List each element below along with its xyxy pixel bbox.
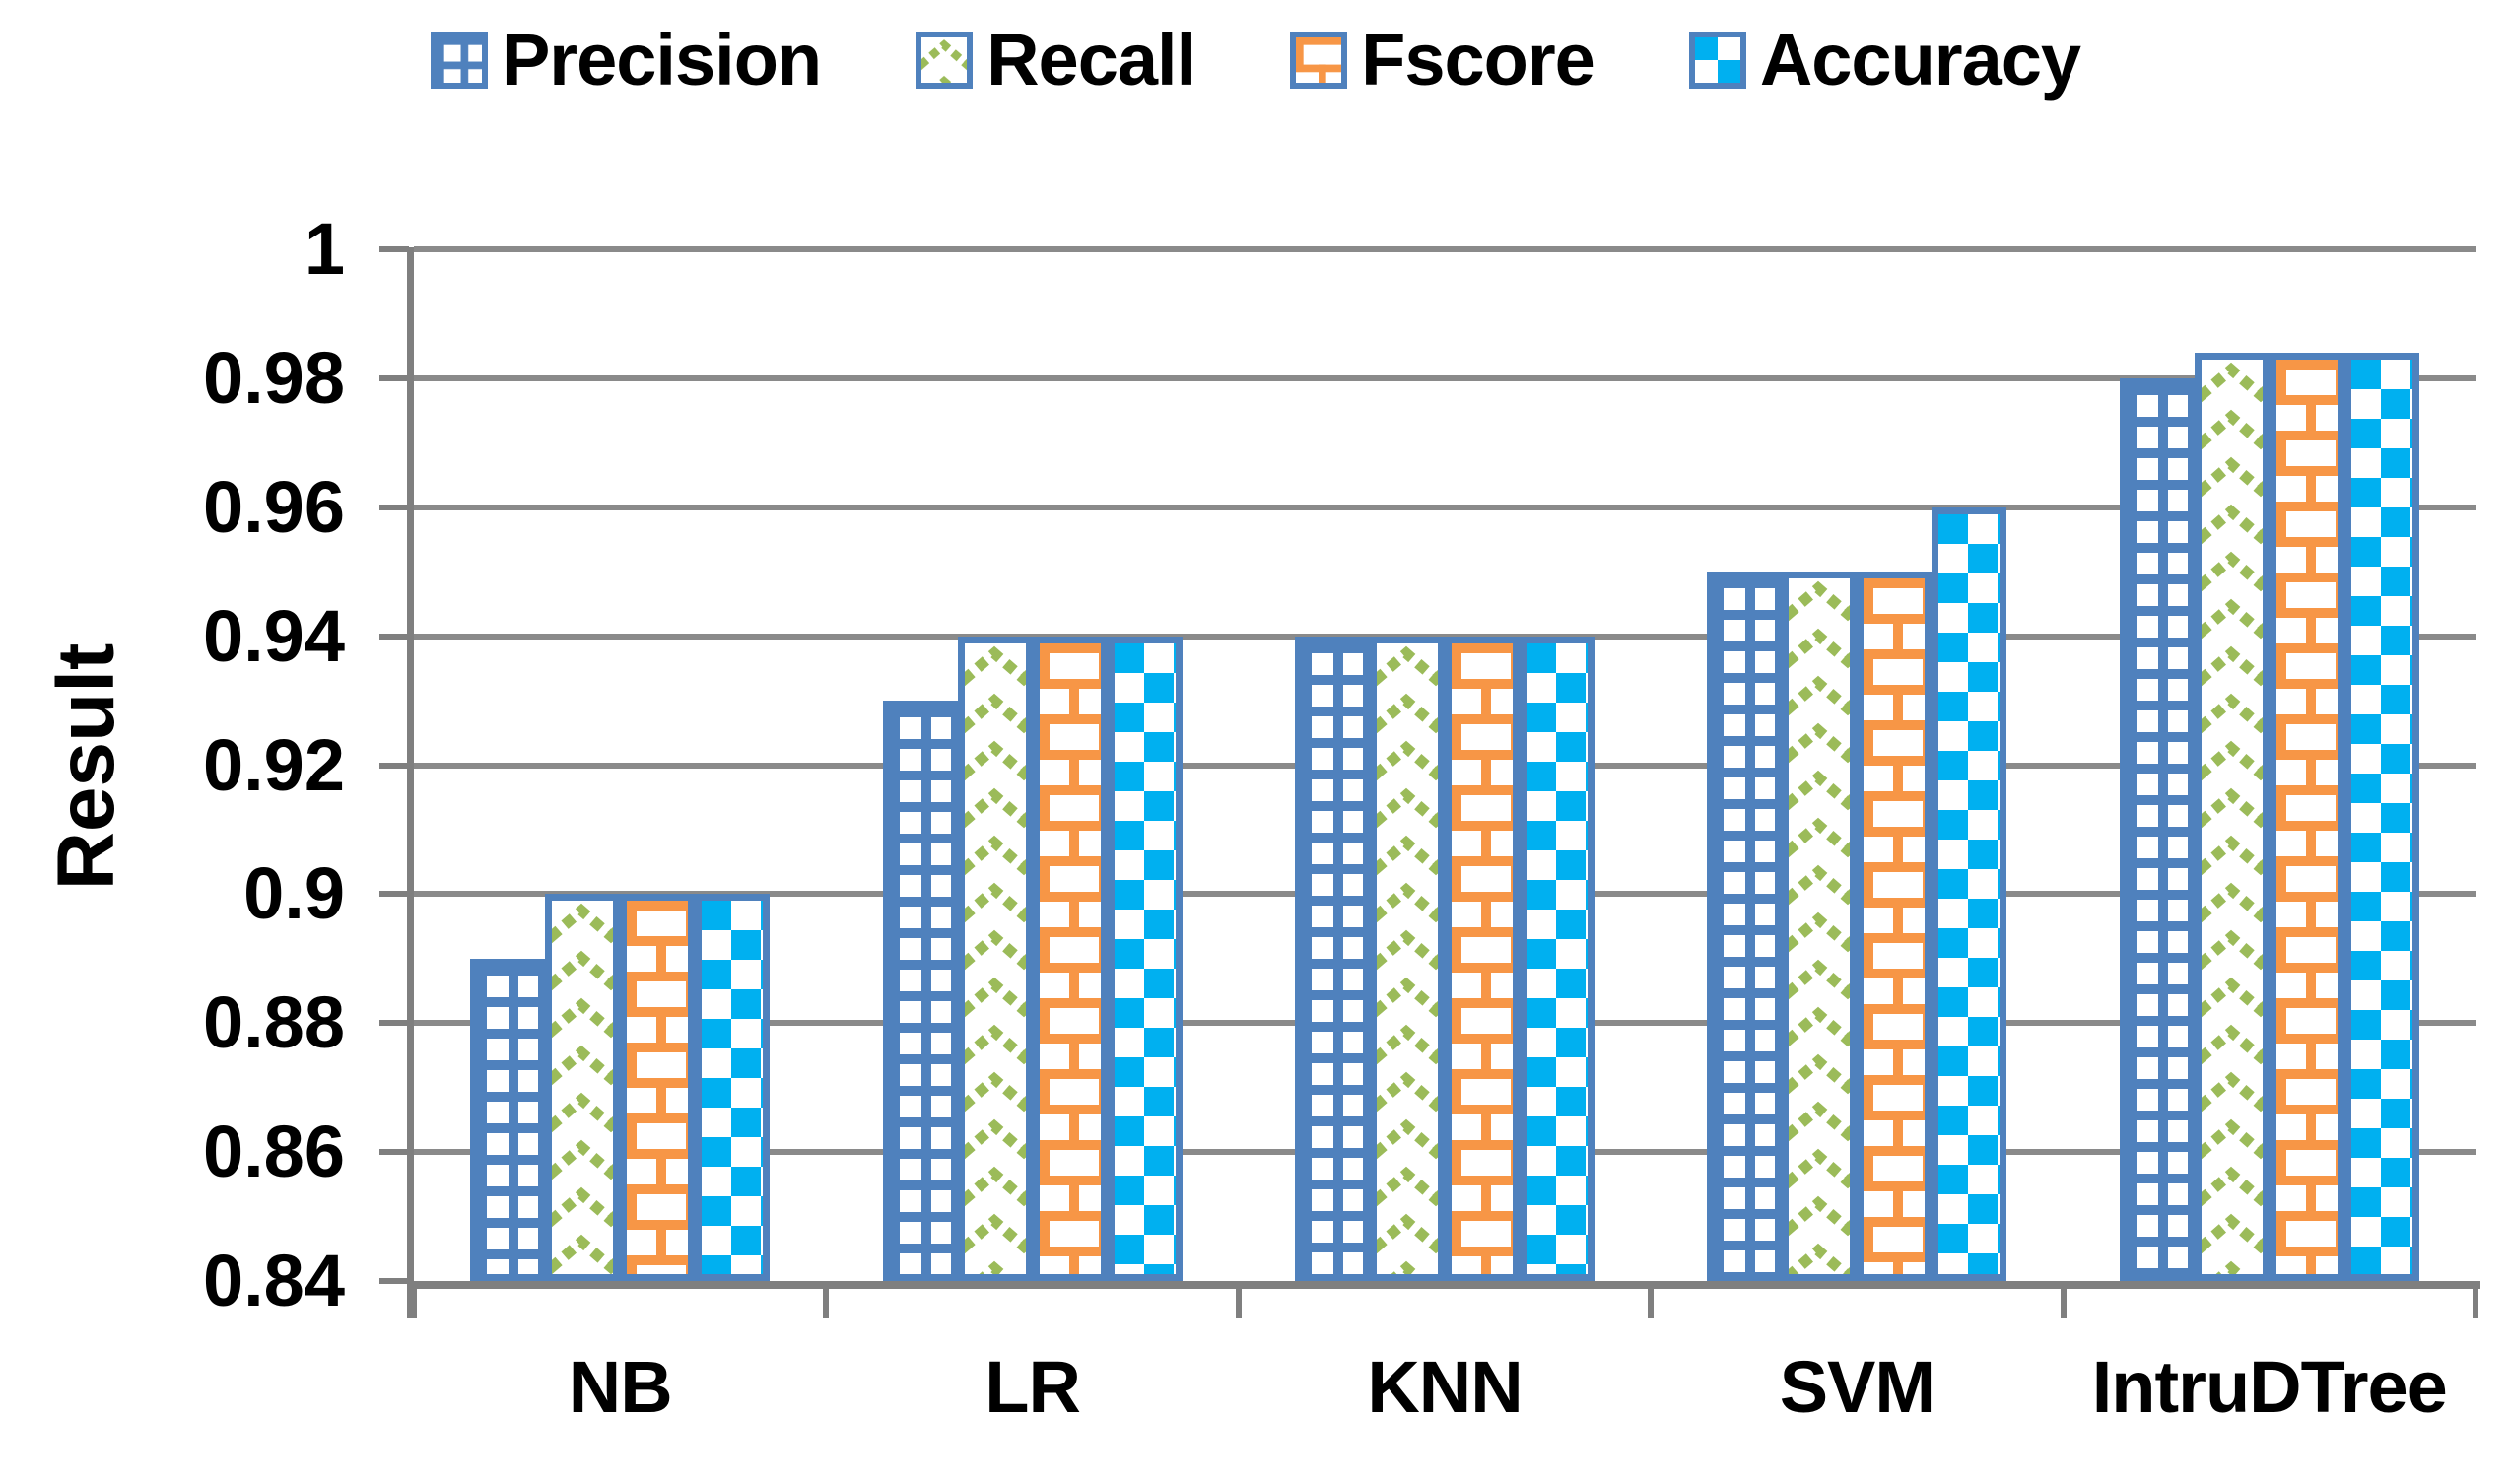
legend-item-accuracy: Accuracy — [1688, 19, 2081, 101]
y-tick-label: 0.9 — [243, 852, 345, 935]
bar-fill — [2350, 360, 2412, 1274]
y-tick — [379, 891, 409, 898]
bar-fill — [921, 37, 968, 83]
bar-lr-accuracy — [1107, 637, 1183, 1281]
bar-fill — [2201, 360, 2263, 1274]
bar-fill — [1452, 643, 1513, 1274]
bar-fill — [1864, 578, 1926, 1274]
bar-intrudtree-fscore — [2269, 353, 2344, 1281]
grid-pattern-swatch — [430, 32, 488, 89]
x-axis-label: LR — [984, 1346, 1081, 1428]
y-tick — [379, 504, 409, 510]
y-tick-label: 0.94 — [202, 594, 345, 677]
bar-fill — [1789, 578, 1851, 1274]
gridline — [414, 374, 2476, 381]
bar-knn-recall — [1370, 637, 1445, 1281]
bar-fill — [436, 37, 482, 83]
x-axis-label: KNN — [1367, 1346, 1523, 1428]
bar-fill — [964, 643, 1026, 1274]
x-tick — [2060, 1281, 2067, 1318]
legend-item-recall: Recall — [916, 19, 1196, 101]
bar-fill — [1296, 37, 1342, 83]
bar-lr-recall — [957, 637, 1033, 1281]
x-axis-label: NB — [568, 1346, 673, 1428]
bar-knn-precision — [1295, 637, 1370, 1281]
legend-item-fscore: Fscore — [1290, 24, 1595, 97]
bar-fill — [2126, 385, 2188, 1274]
x-axis-label: SVM — [1779, 1346, 1935, 1428]
bar-intrudtree-accuracy — [2343, 353, 2419, 1281]
bar-svm-recall — [1782, 572, 1858, 1281]
legend-label: Fscore — [1361, 19, 1595, 101]
bar-knn-fscore — [1445, 637, 1520, 1281]
y-tick-label: 0.84 — [202, 1240, 345, 1321]
bar-lr-fscore — [1032, 637, 1108, 1281]
bar-fill — [1714, 578, 1776, 1274]
y-tick — [379, 1020, 409, 1027]
bar-fill — [1114, 643, 1176, 1274]
y-tick-label: 0.86 — [202, 1111, 345, 1193]
y-tick-label: 0.96 — [202, 465, 345, 548]
bar-knn-accuracy — [1520, 637, 1595, 1281]
x-axis-label: IntruDTree — [2091, 1346, 2448, 1428]
checker-pattern-swatch — [1688, 32, 1746, 89]
bar-fill — [1527, 643, 1588, 1274]
y-tick — [379, 246, 409, 252]
bar-fill — [1039, 643, 1101, 1274]
bar-fill — [627, 901, 689, 1274]
y-tick — [379, 1278, 409, 1284]
x-axis-line — [407, 1281, 2480, 1289]
y-tick — [379, 762, 409, 769]
brick-pattern-swatch — [1290, 32, 1348, 89]
bar-svm-accuracy — [1932, 507, 2007, 1281]
legend-label: Precision — [501, 19, 822, 101]
bar-svm-precision — [1707, 572, 1783, 1281]
bar-nb-fscore — [620, 894, 696, 1281]
legend-label: Accuracy — [1759, 19, 2081, 101]
x-tick — [411, 1281, 417, 1318]
bar-fill — [1302, 643, 1363, 1274]
chevron-pattern-swatch — [916, 32, 974, 89]
x-tick — [1235, 1281, 1242, 1318]
bar-lr-precision — [882, 701, 958, 1281]
y-tick-label: 0.92 — [202, 723, 345, 806]
y-tick — [379, 1149, 409, 1156]
gridline — [414, 504, 2476, 510]
y-tick — [379, 374, 409, 381]
bar-fill — [702, 901, 764, 1274]
x-tick — [2473, 1281, 2478, 1318]
legend-item-precision: Precision — [430, 19, 822, 101]
gridline — [414, 633, 2476, 640]
y-tick-label: 0.98 — [202, 336, 345, 419]
bar-svm-fscore — [1857, 572, 1933, 1281]
bar-nb-recall — [545, 894, 621, 1281]
y-tick-label: 1 — [304, 208, 345, 290]
bar-nb-precision — [470, 959, 546, 1281]
bar-fill — [1694, 37, 1740, 83]
legend: Precision Recall Fscore Accuracy — [0, 24, 2511, 97]
y-tick — [379, 633, 409, 640]
y-axis-line — [407, 247, 414, 1318]
y-tick-label: 0.88 — [202, 981, 345, 1064]
bar-fill — [1377, 643, 1438, 1274]
x-tick — [1648, 1281, 1655, 1318]
bar-intrudtree-recall — [2194, 353, 2270, 1281]
bar-fill — [1938, 514, 2001, 1274]
legend-label: Recall — [986, 19, 1196, 101]
gridline — [414, 246, 2476, 252]
bar-nb-accuracy — [695, 894, 771, 1281]
x-tick — [823, 1281, 830, 1318]
bar-fill — [552, 901, 614, 1274]
bar-fill — [2275, 360, 2338, 1274]
bar-intrudtree-precision — [2119, 378, 2195, 1281]
bar-fill — [477, 966, 539, 1274]
bar-fill — [889, 708, 951, 1274]
